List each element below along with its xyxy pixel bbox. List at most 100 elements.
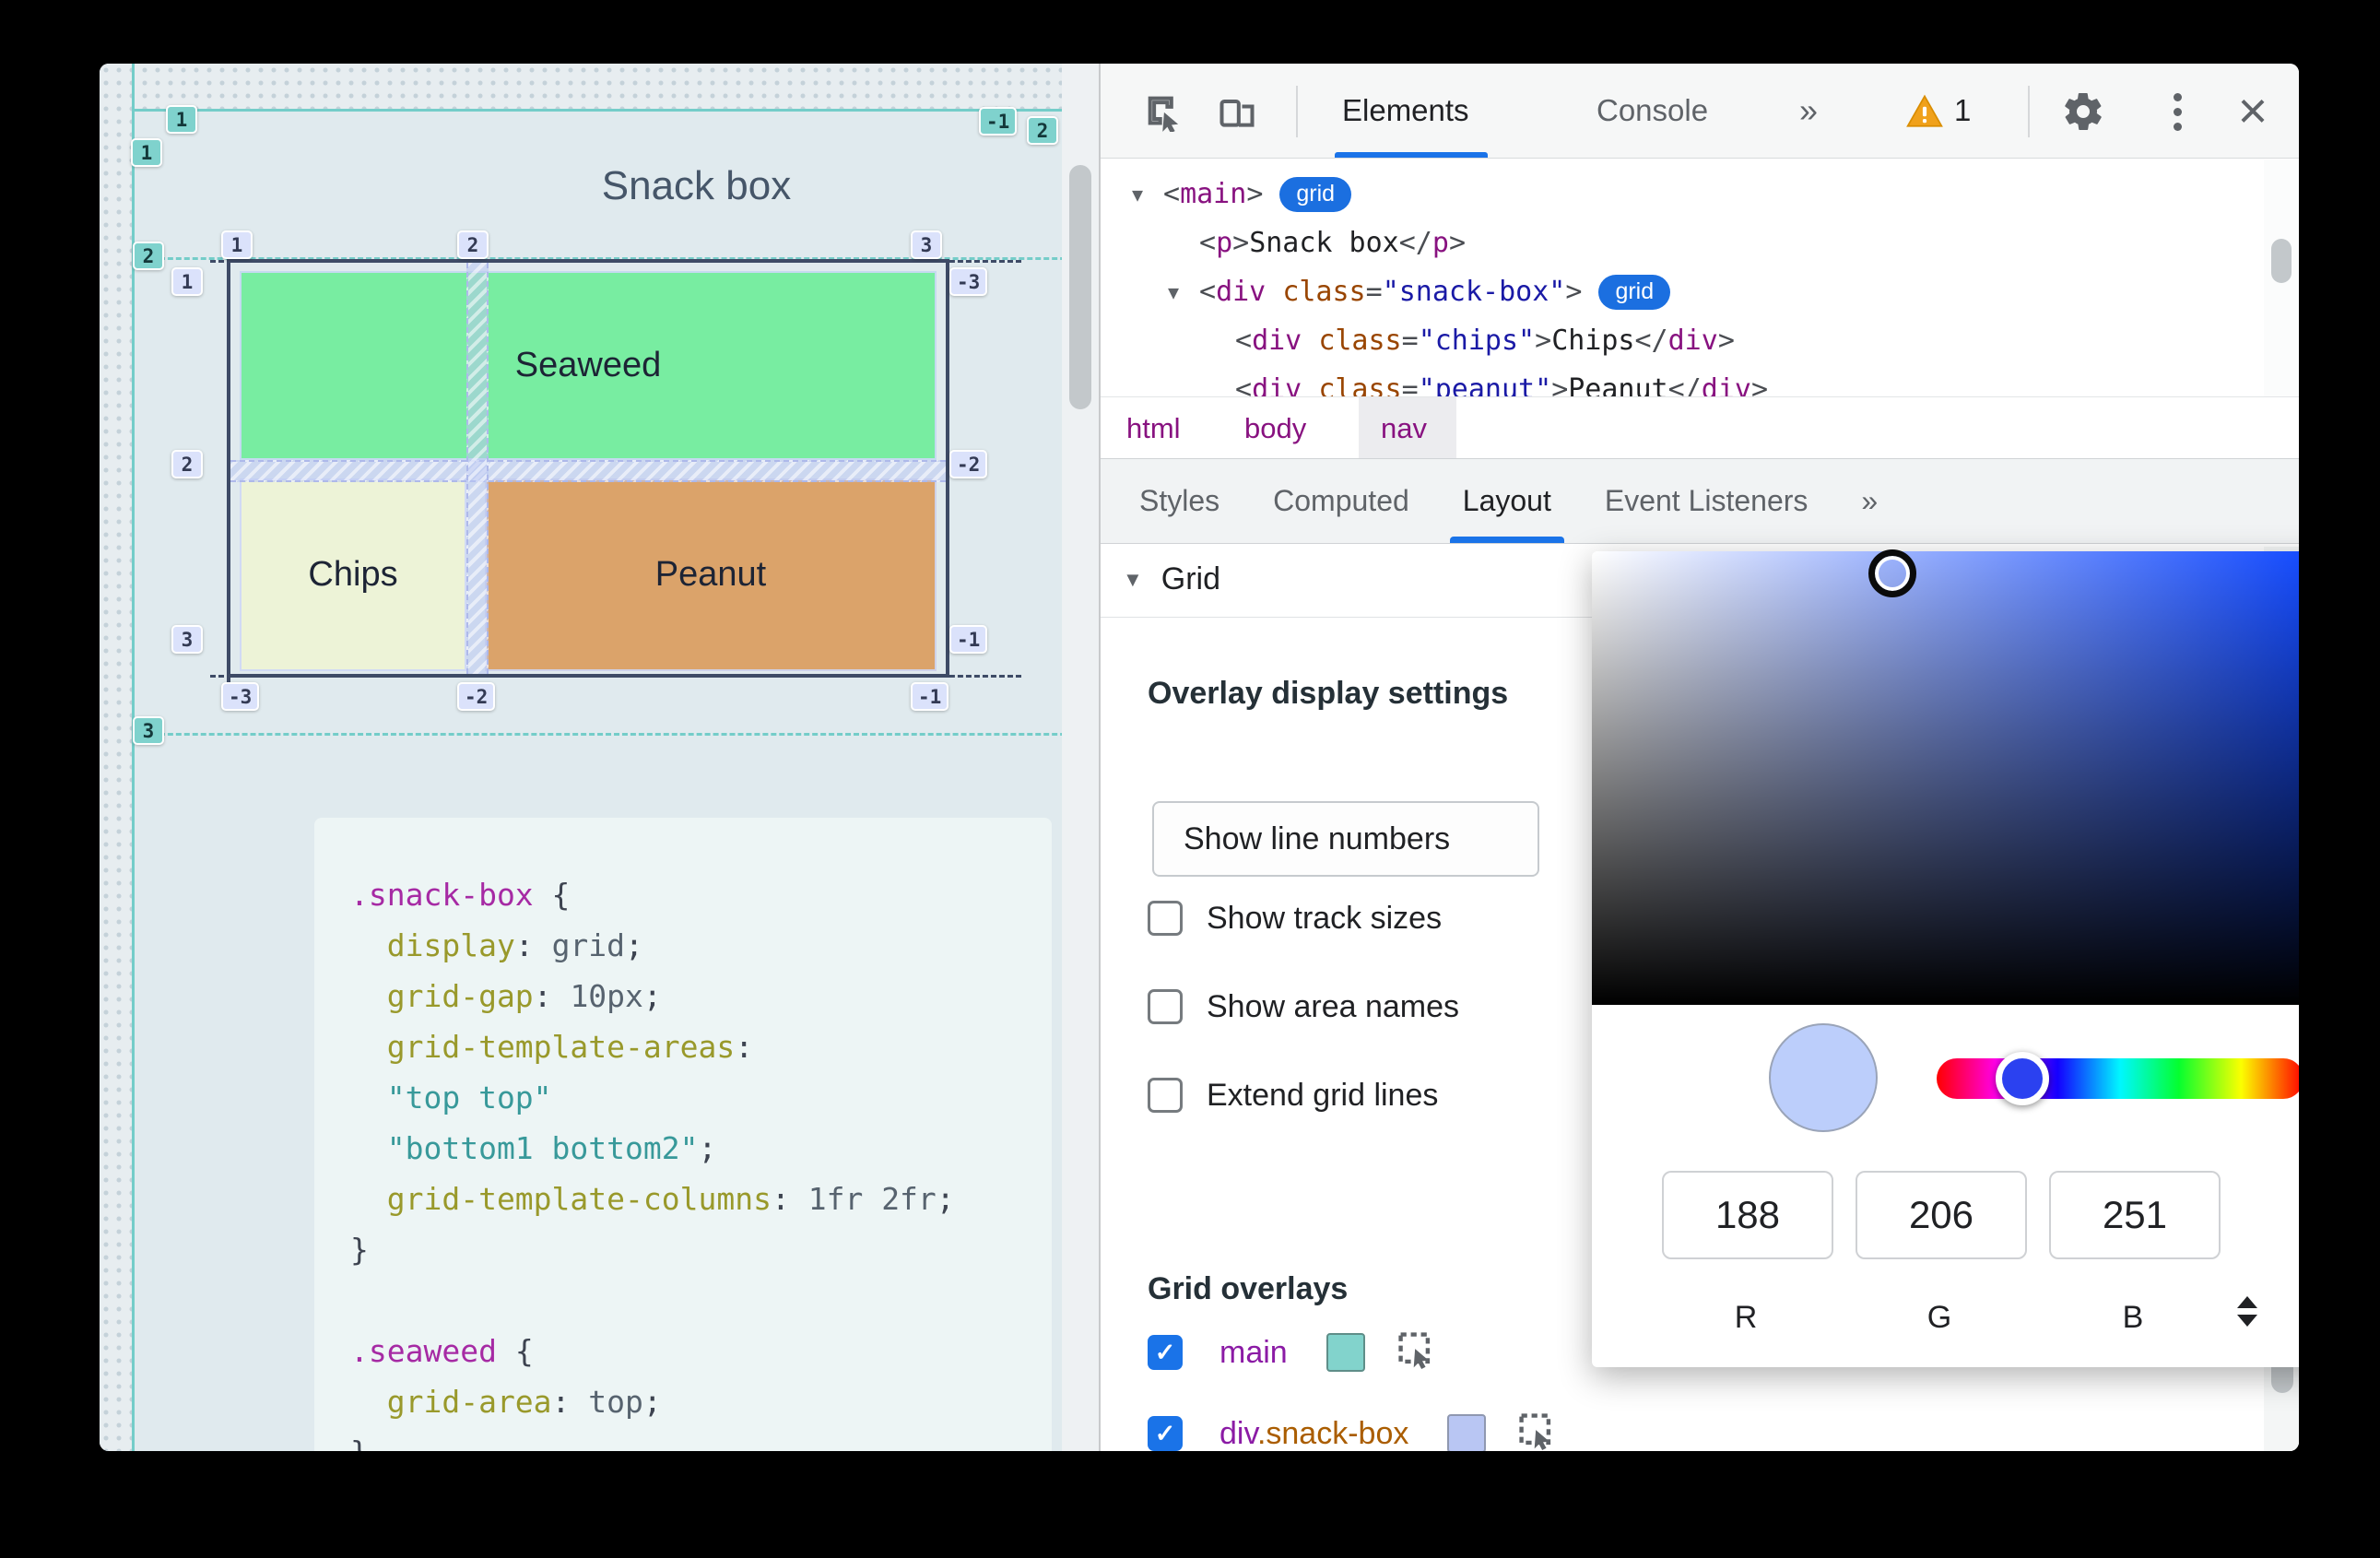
line-numbers-select[interactable]: Show line numbers	[1152, 801, 1539, 877]
saturation-cursor[interactable]	[1868, 549, 1916, 597]
overlay-checkbox[interactable]: ✓	[1148, 1416, 1183, 1451]
device-toolbar-icon[interactable]	[1215, 89, 1259, 134]
breadcrumb-item-nav[interactable]: nav	[1381, 411, 1427, 444]
checkbox-extend-grid-lines[interactable]	[1148, 1078, 1183, 1113]
grid-section-header[interactable]: ▼ Grid	[1123, 561, 1220, 597]
elements-tree: ▼ < main > grid < p > Snack box </p > ▼ < div class = "…	[1101, 159, 2262, 396]
page-scrollbar-thumb[interactable]	[1069, 165, 1091, 409]
breadcrumb-item-body[interactable]: body	[1244, 411, 1307, 444]
snackbox-grid-line-badge: -1	[949, 625, 988, 654]
code-line: grid-gap: 10px;	[350, 978, 662, 1014]
toolbar-separator	[2028, 86, 2030, 137]
grid-row-gap	[230, 460, 946, 482]
code-line: }	[350, 1427, 1052, 1451]
show-element-icon[interactable]	[1517, 1411, 1558, 1452]
tab-computed[interactable]: Computed	[1273, 484, 1409, 517]
overlay-checkbox[interactable]: ✓	[1148, 1335, 1183, 1370]
browser-window: Snack box Seaweed Chips Peanut 1 1 -1 2 2 3 1 2…	[100, 64, 2299, 1451]
grid-badge[interactable]: grid	[1279, 176, 1352, 212]
checkbox-show-area-names[interactable]	[1148, 989, 1183, 1024]
grid-overlays-label: Grid overlays	[1148, 1271, 1349, 1306]
kebab-menu-icon[interactable]	[2159, 91, 2196, 132]
green-input[interactable]: 206	[1856, 1171, 2027, 1259]
breadcrumb-selected-bg	[1359, 397, 1456, 459]
checkbox-show-track-sizes[interactable]	[1148, 901, 1183, 936]
gear-icon[interactable]	[2059, 88, 2107, 136]
overlay-color-swatch[interactable]	[1325, 1333, 1365, 1372]
color-picker: 188 206 251 R G B	[1592, 549, 2299, 1367]
hue-slider-thumb[interactable]	[1996, 1052, 2049, 1105]
rendered-page: Snack box Seaweed Chips Peanut 1 1 -1 2 2 3 1 2…	[100, 64, 1099, 1451]
checkbox-label: Extend grid lines	[1207, 1077, 1439, 1113]
dom-tree-row[interactable]: < p > Snack box </p >	[1199, 227, 1466, 259]
elements-scrollbar-thumb[interactable]	[2271, 239, 2292, 283]
tab-elements[interactable]: Elements	[1342, 93, 1469, 127]
tab-layout[interactable]: Layout	[1449, 459, 1564, 543]
saturation-area[interactable]	[1592, 551, 2299, 1005]
snackbox-grid-line-badge: -1	[911, 682, 949, 711]
cell-label: Peanut	[654, 555, 767, 594]
code-line: .snack-box {	[350, 877, 571, 913]
grid-cell-seaweed: Seaweed	[240, 271, 937, 460]
cell-label: Chips	[308, 555, 398, 594]
dom-tree-row[interactable]: ▼ < main > grid	[1101, 170, 2262, 218]
dom-tree-row[interactable]: < div class = "peanut" > Peanut </div >	[1235, 373, 1768, 396]
cell-label: Seaweed	[514, 346, 662, 384]
dom-tree-row[interactable]: < div class = "chips" > Chips </div >	[1235, 325, 1735, 357]
selected-option: Show line numbers	[1184, 820, 1451, 856]
red-input[interactable]: 188	[1662, 1171, 1833, 1259]
code-line: grid-area: top;	[350, 1384, 662, 1420]
main-grid-row-line-2	[135, 257, 1099, 260]
grid-badge[interactable]: grid	[1598, 274, 1671, 310]
more-tabs-icon[interactable]: »	[1799, 91, 1819, 129]
inner-grid-border-right	[946, 259, 949, 678]
checkbox-row: Show track sizes	[1148, 893, 1442, 943]
hue-slider[interactable]	[1937, 1058, 2299, 1099]
tab-console[interactable]: Console	[1596, 93, 1709, 127]
css-code-block: .snack-box { display: grid; grid-gap: 10…	[314, 818, 1052, 1451]
overlay-label: div.snack-box	[1219, 1415, 1409, 1451]
blue-input[interactable]: 251	[2049, 1171, 2221, 1259]
devtools-panel: Elements Console » 1 × ▼ < main > grid < p > Sna…	[1099, 64, 2299, 1451]
tab-»[interactable]: »	[1861, 484, 1879, 517]
color-format-switcher-icon[interactable]	[2237, 1296, 2257, 1327]
chevron-down-icon: ▼	[1123, 567, 1143, 591]
color-swatch	[1769, 1023, 1878, 1132]
main-grid-line-badge: 2	[133, 242, 164, 270]
grid-margin-top	[100, 64, 1099, 109]
snackbox-grid-line-badge: 1	[171, 267, 203, 296]
tab-styles[interactable]: Styles	[1139, 484, 1220, 517]
checkbox-row: Extend grid lines	[1148, 1070, 1438, 1120]
code-line	[350, 1275, 1052, 1326]
main-grid-row-line-1	[132, 109, 1099, 112]
dom-tree-row[interactable]: ▼ < div class = "snack-box" > grid	[1101, 267, 2262, 316]
show-element-icon[interactable]	[1396, 1330, 1437, 1375]
checkbox-row: Show area names	[1148, 982, 1459, 1032]
warning-count[interactable]: 1	[1954, 93, 1972, 127]
toolbar-separator	[1296, 86, 1298, 137]
code-line: .seaweed {	[350, 1333, 534, 1369]
grid-cell-chips: Chips	[240, 478, 466, 671]
breadcrumb: html body nav	[1101, 396, 2299, 459]
main-grid-row-line-3	[135, 733, 1099, 736]
tab-elements-underline	[1335, 152, 1488, 158]
code-line: grid-template-columns: 1fr 2fr;	[350, 1181, 955, 1217]
page-title: Snack box	[601, 163, 792, 208]
close-icon[interactable]: ×	[2237, 80, 2268, 139]
tab-event-listeners[interactable]: Event Listeners	[1604, 484, 1809, 517]
breadcrumb-item-html[interactable]: html	[1126, 411, 1181, 444]
main-grid-col-line	[132, 64, 135, 1451]
main-grid-line-badge: 3	[133, 716, 164, 745]
blue-label: B	[2122, 1300, 2144, 1335]
inner-grid-border-bottom	[227, 674, 949, 678]
red-label: R	[1734, 1300, 1758, 1335]
snackbox-grid-line-badge: 3	[171, 625, 203, 654]
inspect-element-icon[interactable]	[1141, 89, 1185, 134]
overlay-color-swatch[interactable]	[1447, 1414, 1487, 1451]
code-line: "bottom1 bottom2";	[350, 1130, 717, 1166]
grid-overlay-row: ✓ main	[1148, 1327, 1437, 1378]
main-grid-line-badge: 1	[166, 105, 197, 134]
green-label: G	[1926, 1300, 1952, 1335]
devtools-toolbar: Elements Console » 1 ×	[1101, 64, 2299, 159]
warning-icon[interactable]	[1904, 91, 1945, 132]
